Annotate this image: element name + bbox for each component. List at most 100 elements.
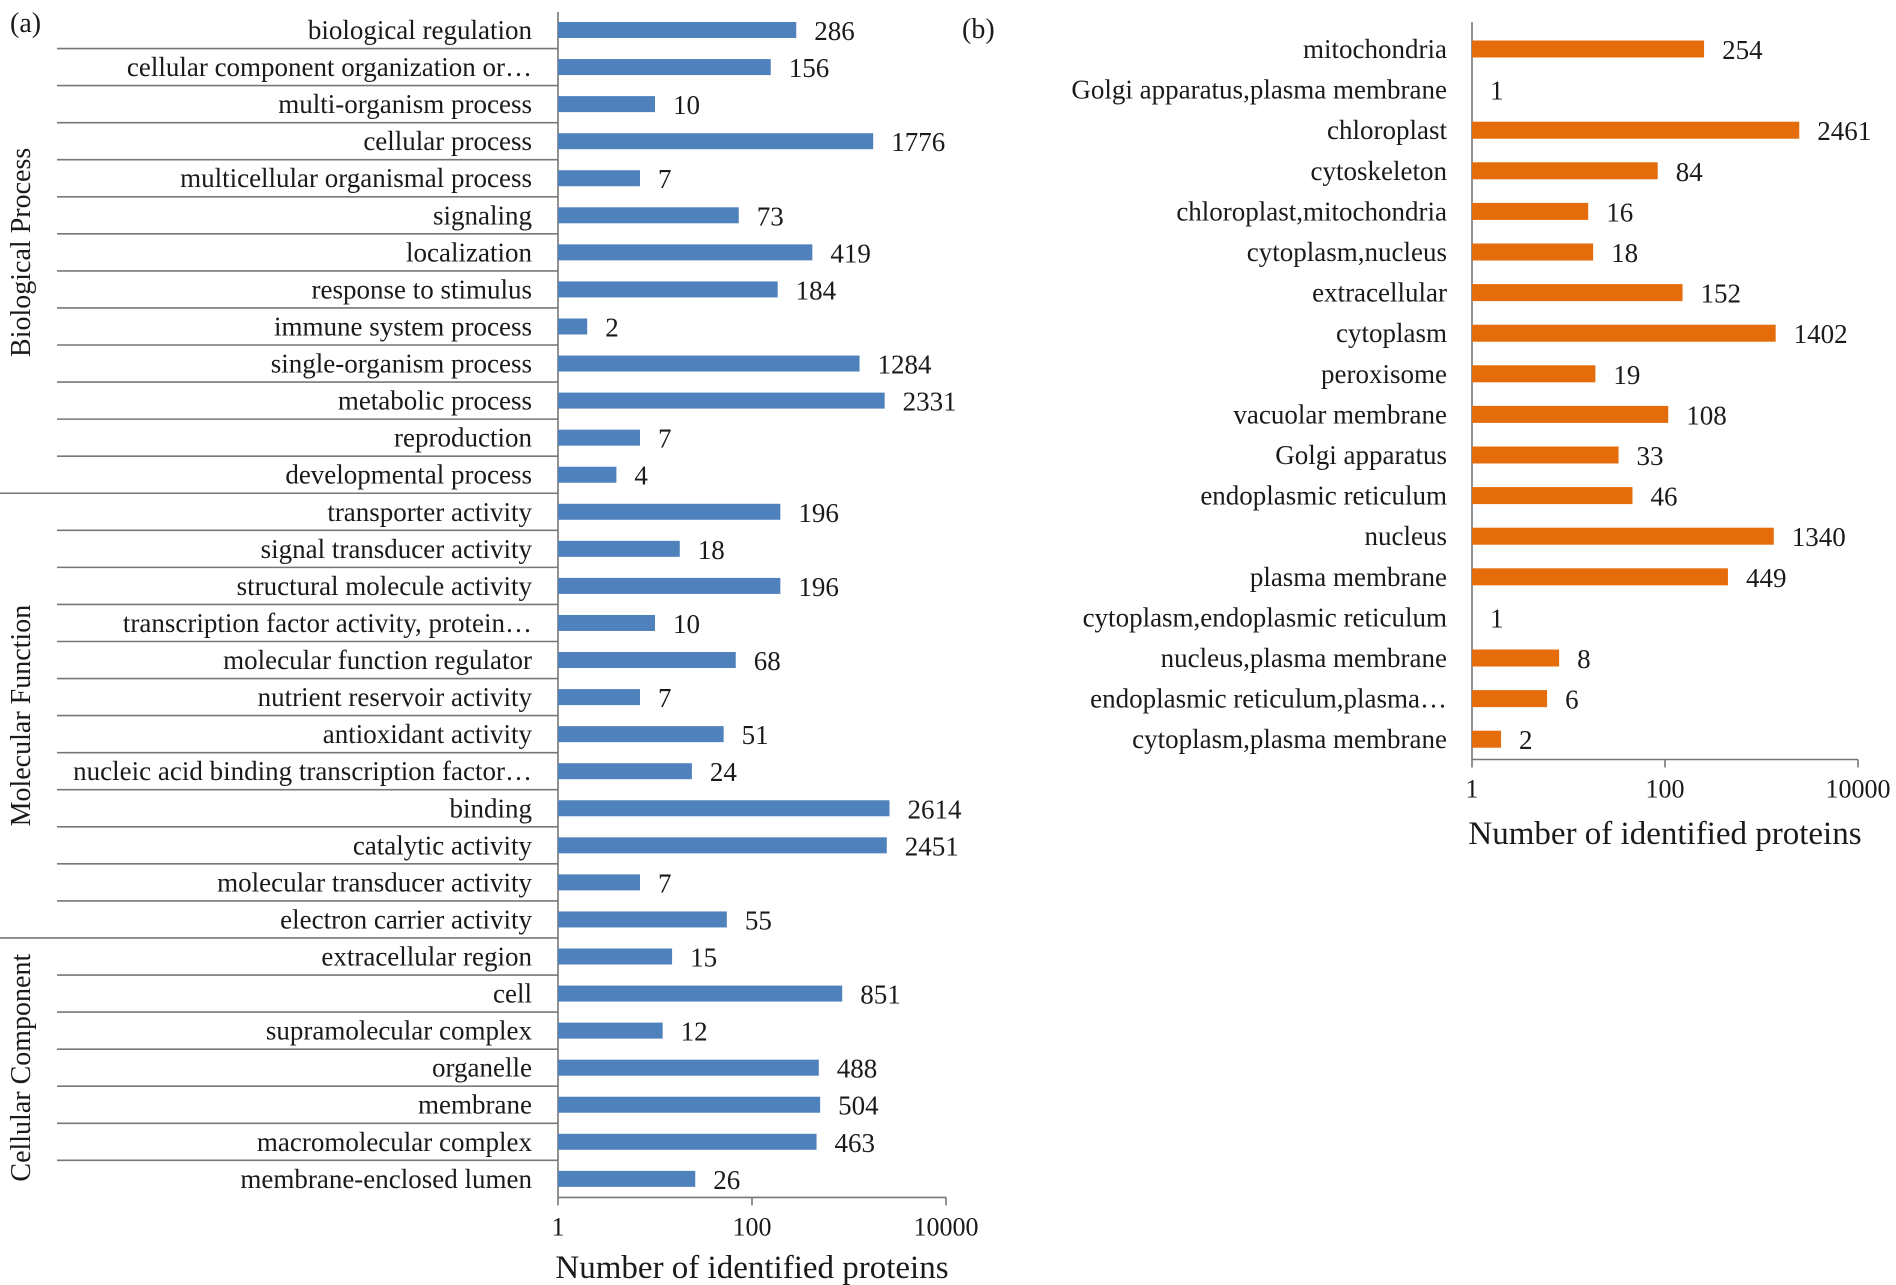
value-label: 12 xyxy=(681,1017,708,1047)
category-label: metabolic process xyxy=(338,386,532,416)
category-label: chloroplast xyxy=(1327,115,1447,145)
bar xyxy=(1472,40,1705,58)
value-label: 7 xyxy=(658,424,672,454)
value-label: 16 xyxy=(1606,197,1633,227)
value-label: 449 xyxy=(1746,563,1787,593)
group-label: Cellular Component xyxy=(6,954,37,1182)
value-label: 19 xyxy=(1613,360,1640,390)
category-label: membrane xyxy=(418,1090,532,1120)
bar xyxy=(558,355,860,372)
bar xyxy=(558,800,890,817)
bar xyxy=(558,726,724,743)
bar xyxy=(558,652,736,669)
bar xyxy=(1472,324,1776,342)
category-label: cytoplasm,nucleus xyxy=(1247,237,1447,267)
bar xyxy=(558,948,673,965)
panel-b-chart: (b) 1 100 10000 Number of identified protein… xyxy=(962,14,1891,852)
category-label: plasma membrane xyxy=(1250,562,1447,592)
value-label: 7 xyxy=(658,683,672,713)
value-label: 156 xyxy=(789,53,830,83)
bar xyxy=(558,96,655,113)
value-label: 6 xyxy=(1565,685,1579,715)
bar xyxy=(558,503,781,520)
bar xyxy=(558,392,885,409)
x-axis-title: Number of identified proteins xyxy=(1468,816,1861,852)
category-label: cytoplasm,endoplasmic reticulum xyxy=(1083,602,1447,632)
group-label: Molecular Function xyxy=(6,605,37,827)
panel-label: (b) xyxy=(962,14,995,45)
value-label: 73 xyxy=(757,201,784,231)
value-label: 184 xyxy=(796,275,837,305)
value-label: 2331 xyxy=(903,387,957,417)
bar xyxy=(558,1096,821,1113)
value-label: 463 xyxy=(835,1128,876,1158)
category-label: nucleic acid binding transcription facto… xyxy=(73,756,532,786)
bar xyxy=(558,466,617,483)
bar xyxy=(1472,162,1658,180)
value-label: 7 xyxy=(658,164,672,194)
value-label: 2 xyxy=(1519,725,1533,755)
category-label: extracellular region xyxy=(321,942,532,972)
value-label: 55 xyxy=(745,905,772,935)
bar xyxy=(558,170,640,187)
value-label: 26 xyxy=(713,1165,740,1195)
value-label: 46 xyxy=(1650,482,1677,512)
x-tick-label: 10000 xyxy=(914,1212,979,1241)
bar xyxy=(1472,284,1683,302)
panel-a-chart: (a) 1 100 10000 Number of identified protein… xyxy=(0,8,979,1285)
value-label: 8 xyxy=(1577,644,1591,674)
bar xyxy=(558,59,771,76)
category-label: Golgi apparatus xyxy=(1275,440,1447,470)
category-label: cytoskeleton xyxy=(1311,156,1448,186)
value-label: 254 xyxy=(1722,35,1763,65)
bar xyxy=(558,540,680,557)
bar xyxy=(1472,446,1619,464)
x-tick-label: 100 xyxy=(1646,775,1685,804)
x-tick-label: 1 xyxy=(552,1212,565,1241)
bar xyxy=(1472,202,1589,220)
value-label: 15 xyxy=(690,943,717,973)
bar xyxy=(1472,568,1728,586)
category-label: transcription factor activity, protein… xyxy=(123,608,532,638)
bar xyxy=(558,429,640,446)
category-label: peroxisome xyxy=(1321,359,1447,389)
value-label: 33 xyxy=(1637,441,1664,471)
value-label: 1284 xyxy=(878,350,933,380)
value-label: 68 xyxy=(754,646,781,676)
category-label: reproduction xyxy=(394,423,532,453)
bar xyxy=(1472,649,1560,667)
category-label: molecular function regulator xyxy=(223,645,532,675)
value-label: 1776 xyxy=(891,127,945,157)
category-label: nutrient reservoir activity xyxy=(258,682,533,712)
category-label: mitochondria xyxy=(1303,34,1447,64)
category-label: cell xyxy=(493,979,532,1009)
category-label: vacuolar membrane xyxy=(1233,399,1447,429)
bar xyxy=(1472,405,1669,423)
bar xyxy=(558,1133,817,1150)
bar xyxy=(1472,487,1633,505)
panel-label: (a) xyxy=(10,8,41,39)
category-label: membrane-enclosed lumen xyxy=(240,1164,532,1194)
value-label: 10 xyxy=(673,90,700,120)
category-label: organelle xyxy=(432,1053,532,1083)
x-tick-label: 10000 xyxy=(1826,775,1891,804)
value-label: 286 xyxy=(814,16,855,46)
bar xyxy=(1472,730,1502,748)
bar xyxy=(558,911,727,928)
bar xyxy=(1472,690,1548,708)
bar xyxy=(1472,527,1774,545)
bar xyxy=(558,22,797,38)
category-label: cellular process xyxy=(363,126,532,156)
category-label: extracellular xyxy=(1312,278,1447,308)
category-label: electron carrier activity xyxy=(280,904,532,934)
category-label: single-organism process xyxy=(271,349,532,379)
value-label: 196 xyxy=(798,498,839,528)
category-label: response to stimulus xyxy=(312,274,533,304)
value-label: 108 xyxy=(1686,400,1727,430)
bar xyxy=(558,281,778,298)
value-label: 10 xyxy=(673,609,700,639)
category-label: endoplasmic reticulum,plasma… xyxy=(1090,684,1447,714)
category-label: cytoplasm,plasma membrane xyxy=(1132,724,1447,754)
bar xyxy=(558,985,843,1002)
